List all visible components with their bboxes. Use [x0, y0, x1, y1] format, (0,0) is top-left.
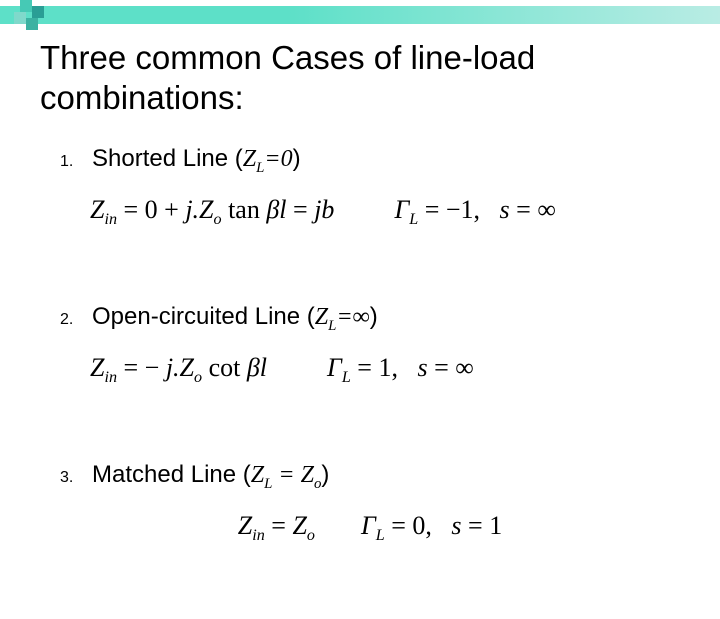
case-1-label: Shorted Line (ZL=0) [92, 145, 301, 177]
case-2-eq-zin: Zin = − j.Zo cot βl [90, 353, 267, 387]
logo-icon [14, 0, 48, 34]
case-1-equations: Zin = 0 + j.Zo tan βl = jb ΓL = −1, s = … [60, 195, 680, 229]
case-3-number: 3. [60, 469, 78, 487]
case-1: 1. Shorted Line (ZL=0) Zin = 0 + j.Zo ta… [60, 145, 680, 229]
case-1-eq-zin: Zin = 0 + j.Zo tan βl = jb [90, 195, 334, 229]
header-bar [0, 6, 720, 24]
case-2: 2. Open-circuited Line (ZL=∞) Zin = − j.… [60, 303, 680, 387]
case-1-eq-gamma: ΓL = −1, s = ∞ [394, 195, 555, 229]
case-2-heading: 2. Open-circuited Line (ZL=∞) [60, 303, 680, 335]
case-1-heading: 1. Shorted Line (ZL=0) [60, 145, 680, 177]
case-2-label: Open-circuited Line (ZL=∞) [92, 303, 378, 335]
case-3-label: Matched Line (ZL = Zo) [92, 461, 329, 493]
case-2-equations: Zin = − j.Zo cot βl ΓL = 1, s = ∞ [60, 353, 680, 387]
case-2-eq-gamma: ΓL = 1, s = ∞ [327, 353, 474, 387]
content-body: 1. Shorted Line (ZL=0) Zin = 0 + j.Zo ta… [60, 145, 680, 619]
case-3: 3. Matched Line (ZL = Zo) Zin = Zo ΓL = … [60, 461, 680, 545]
case-1-number: 1. [60, 153, 78, 171]
case-3-heading: 3. Matched Line (ZL = Zo) [60, 461, 680, 493]
page-title: Three common Cases of line-load combinat… [40, 38, 680, 119]
case-2-number: 2. [60, 311, 78, 329]
